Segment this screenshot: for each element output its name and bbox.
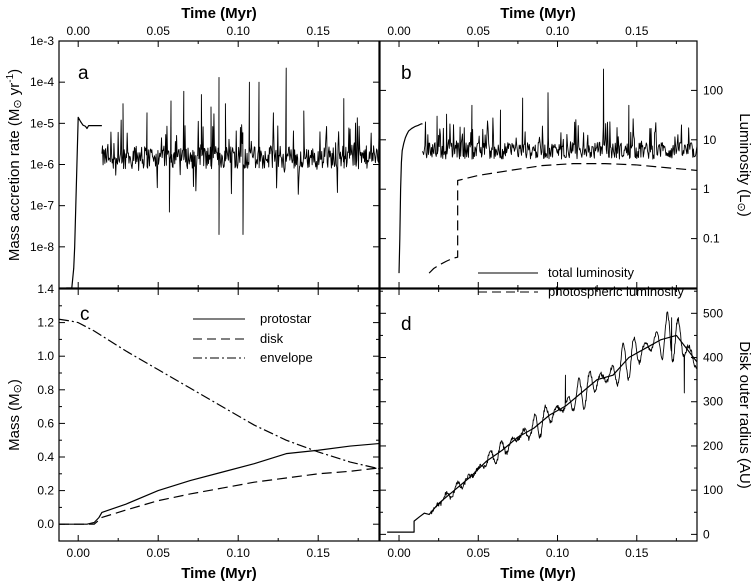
panel-a-ytick-label: 1e-5: [30, 116, 54, 130]
panel-b-legend: total luminosity photospheric luminosity: [478, 265, 684, 299]
panel-d-ytick-label: 500: [703, 306, 723, 320]
panel-c-xtick-label: 0.00: [67, 546, 91, 560]
panel-c-ylabel: Mass (M⊙): [6, 379, 24, 451]
panel-a-ytick-label: 1e-3: [30, 34, 54, 48]
panel-b-xtick-label: 0.00: [387, 24, 411, 38]
panel-d-ytick-label: 200: [703, 439, 723, 453]
panel-c-ytick-label: 1.2: [37, 316, 54, 330]
panel-c-ytick-label: 1.4: [37, 282, 54, 296]
panel-c-xtick-label: 0.10: [227, 546, 251, 560]
panel-b-xtick-label: 0.10: [546, 24, 570, 38]
panel-c-ytick-label: 0.6: [37, 416, 54, 430]
panel-c-ytick-label: 1.0: [37, 349, 54, 363]
panel-a-mass-accretion-rate-line: [66, 116, 102, 288]
panel-b-letter: b: [401, 63, 412, 84]
panel-a-ylabel: Mass accretion rate (M⊙ yr-1): [5, 69, 24, 261]
panel-d-xtick-label: 0.00: [387, 546, 411, 560]
panel-a-series-group: [66, 67, 379, 288]
panel-a-variability-line: [101, 67, 379, 235]
panel-d-ytick-label: 0: [703, 527, 710, 541]
panel-d-oscillation-line: [430, 311, 697, 515]
panel-d-ytick-label: 100: [703, 483, 723, 497]
panel-b-ytick-label: 1: [703, 182, 710, 196]
panel-d-xtick-label: 0.05: [467, 546, 491, 560]
panel-a-xtick-label: 0.05: [147, 24, 171, 38]
panel-b-ytick-label: 10: [703, 133, 717, 147]
panel-a-ytick-label: 1e-4: [30, 75, 54, 89]
legend-disk-label: disk: [260, 331, 284, 346]
panel-c-xtick-label: 0.15: [307, 546, 331, 560]
panel-a-xtick-label: 0.10: [227, 24, 251, 38]
panel-c-ytick-label: 0.2: [37, 484, 54, 498]
tick-layer: 0.00 0.05 0.10 0.151e-81e-71e-61e-51e-41e-3…: [30, 24, 723, 560]
panel-d-ytick-label: 300: [703, 395, 723, 409]
panel-d-frame: [379, 288, 698, 542]
panel-a-ytick-label: 1e-8: [30, 240, 54, 254]
panel-a-xtick-label: 0.00: [67, 24, 91, 38]
panel-b-ytick-label: 100: [703, 83, 723, 97]
panel-c-xtick-label: 0.05: [147, 546, 171, 560]
panel-a-top-xlabel: Time (Myr): [181, 5, 257, 22]
panel-b-xtick-label: 0.05: [467, 24, 491, 38]
panel-c-ytick-label: 0.0: [37, 517, 54, 531]
panel-c-xlabel: Time (Myr): [181, 565, 257, 582]
panel-d-series-group: [387, 311, 697, 533]
legend-total-label: total luminosity: [548, 265, 634, 280]
panel-b-photospheric-luminosity-line: [428, 162, 697, 274]
panel-d-xlabel: Time (Myr): [500, 565, 576, 582]
panel-d-letter: d: [401, 314, 412, 335]
panel-b-frame: [379, 40, 698, 289]
legend-protostar-label: protostar: [260, 311, 312, 326]
panel-a-letter: a: [78, 63, 89, 84]
panel-c-letter: c: [80, 304, 90, 325]
panel-b-total-luminosity-line: [398, 123, 423, 274]
legend-phot-label: photospheric luminosity: [548, 284, 684, 299]
panel-c-envelope-line: [59, 318, 379, 470]
panel-a-xtick-label: 0.15: [307, 24, 331, 38]
panel-c-ytick-label: 0.4: [37, 450, 54, 464]
panel-d-ylabel: Disk outer radius (AU): [736, 341, 753, 489]
series-layer: [59, 67, 697, 533]
panel-a-ytick-label: 1e-7: [30, 199, 54, 213]
panel-c-disk-line: [59, 467, 379, 525]
panel-c-series-group: [59, 318, 379, 525]
panel-d-xtick-label: 0.15: [625, 546, 649, 560]
panel-d-ytick-label: 400: [703, 351, 723, 365]
panel-d-xtick-label: 0.10: [546, 546, 570, 560]
panel-b-variability-line: [422, 68, 697, 160]
panel-b-ylabel: Luminosity (L⊙): [735, 113, 753, 216]
panel-a-ytick-label: 1e-6: [30, 158, 54, 172]
legend-envelope-label: envelope: [260, 350, 313, 365]
panel-b-top-xlabel: Time (Myr): [500, 5, 576, 22]
panel-c-ytick-label: 0.8: [37, 383, 54, 397]
panel-d-disk-outer-radius-line: [387, 334, 697, 533]
panel-c-legend: protostar disk envelope: [193, 311, 313, 365]
panel-b-ytick-label: 0.1: [703, 232, 720, 246]
panel-c-frame: [58, 288, 380, 542]
panel-b-xtick-label: 0.15: [625, 24, 649, 38]
panel-b-series-group: [398, 68, 697, 274]
